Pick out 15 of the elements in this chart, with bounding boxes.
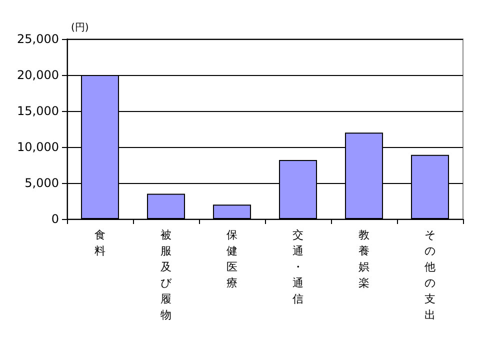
y-tick-label: 5,000: [24, 176, 59, 190]
x-tick-label: 被服及び履物: [160, 228, 172, 322]
bar: [213, 204, 251, 219]
y-tick-label: 10,000: [17, 140, 59, 154]
x-tick-label: 交通・通信: [292, 228, 304, 306]
y-axis-title: (円): [71, 22, 89, 34]
y-tick-label: 25,000: [17, 32, 59, 46]
x-tick-label: 保健医療: [226, 228, 238, 290]
y-tick-label: 15,000: [17, 104, 59, 118]
x-tick-label: 食料: [94, 228, 106, 258]
y-tick-label: 0: [51, 212, 59, 226]
x-tick-label: 教養娯楽: [358, 228, 370, 290]
y-tick-label: 20,000: [17, 68, 59, 82]
x-tick-label: その他の支出: [424, 228, 436, 322]
bar: [147, 194, 185, 219]
